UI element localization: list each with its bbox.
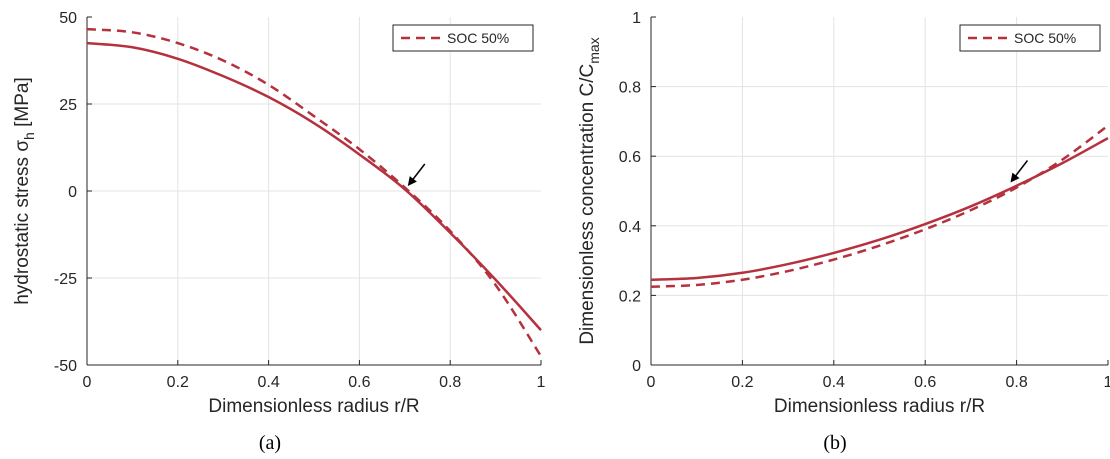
x-tick-label: 0.8: [1005, 374, 1027, 391]
x-tick-label: 0.6: [348, 374, 370, 391]
x-tick-label: 0.2: [167, 374, 189, 391]
figure-caption: (a): [259, 432, 281, 454]
annotation-arrow-shaft: [410, 163, 426, 182]
x-tick-label: 0.2: [731, 374, 753, 391]
y-axis-label: hydrostatic stress σh [MPa]: [12, 77, 37, 305]
x-tick-label: 0: [647, 374, 656, 391]
annotation-arrow-head: [1010, 172, 1020, 183]
x-axis-label: Dimensionless radius r/R: [774, 396, 985, 417]
x-tick-label: 0.8: [439, 374, 461, 391]
y-axis-label-main: Dimensionless concentration C/C: [577, 64, 598, 345]
y-tick-label: 1: [632, 10, 641, 27]
y-tick-label: 0.2: [619, 288, 641, 305]
x-tick-label: 1: [537, 374, 546, 391]
y-tick-label: -50: [54, 358, 77, 375]
y-tick-label: -25: [54, 271, 77, 288]
y-axis-label-subscript: max: [586, 37, 602, 63]
y-axis-label-main: hydrostatic stress σ: [12, 140, 33, 305]
y-tick-label: 0: [68, 184, 77, 201]
y-tick-label: 50: [59, 10, 77, 27]
plot-area: [651, 17, 1108, 365]
y-tick-label: 0.6: [619, 149, 641, 166]
x-tick-label: 0.4: [823, 374, 845, 391]
y-tick-label: 0: [632, 358, 641, 375]
chart-b: 0 0.2 0.4 0.6 0.8 1 0 0.2 0.4 0.6 0.8 1 Dimensionles…: [577, 10, 1110, 454]
y-tick-label: 0.8: [619, 80, 641, 97]
y-tick-label: 25: [59, 97, 77, 114]
x-tick-label: 0.6: [914, 374, 936, 391]
x-tick-label: 0.4: [257, 374, 279, 391]
series-line-soc-50: [86, 27, 543, 357]
series-line-soc-50: [650, 124, 1109, 288]
x-tick-label: 1: [1104, 374, 1110, 391]
y-tick-label: 0.4: [619, 219, 641, 236]
legend-label: SOC 50%: [1014, 30, 1076, 46]
y-axis-label-suffix: [MPa]: [12, 77, 33, 132]
y-axis-label-subscript: h: [21, 132, 37, 140]
chart-a: 0 0.2 0.4 0.6 0.8 1 -50 -25 0 25 50 Dimensionless r…: [12, 10, 546, 454]
annotation-arrow-head: [407, 176, 417, 186]
x-axis-label: Dimensionless radius r/R: [208, 396, 419, 417]
legend-label: SOC 50%: [447, 30, 509, 46]
y-axis-label: Dimensionless concentration C/Cmax: [577, 37, 602, 344]
annotation-arrow-shaft: [1013, 160, 1029, 179]
figure-caption: (b): [823, 432, 846, 454]
x-tick-label: 0: [83, 374, 92, 391]
